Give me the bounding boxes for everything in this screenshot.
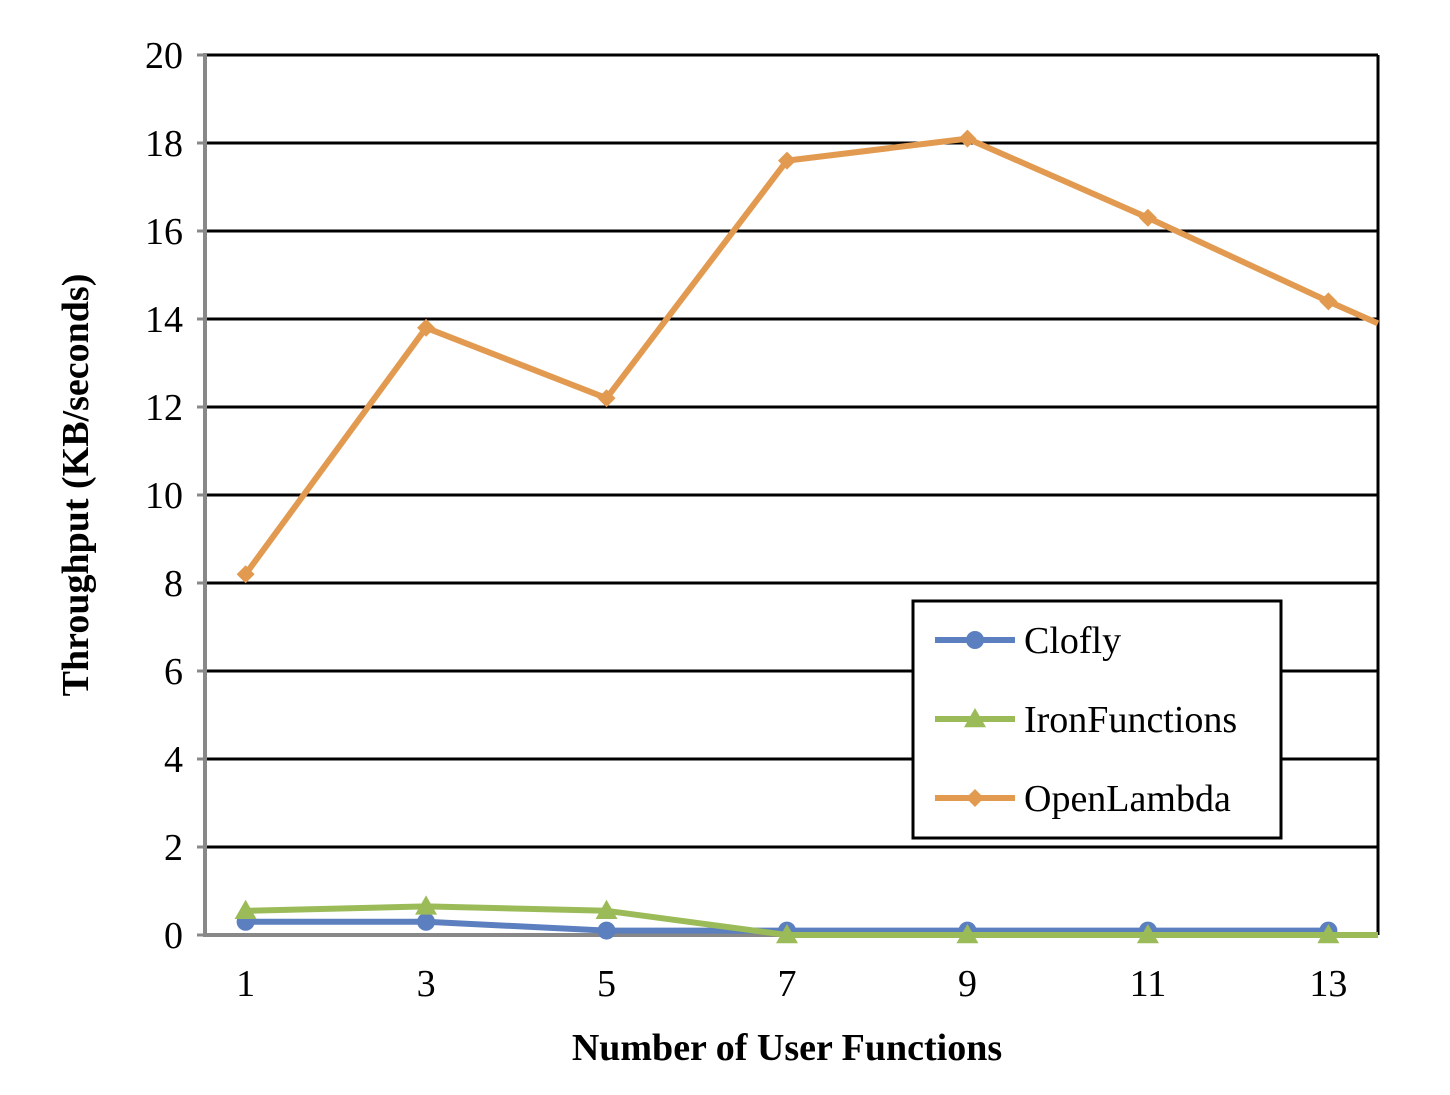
point-marker <box>417 318 436 337</box>
point-marker <box>958 129 977 148</box>
point-marker <box>236 565 255 584</box>
x-tick-label: 1 <box>236 963 255 1005</box>
point-marker <box>966 631 984 649</box>
y-axis-title: Throughput (KB/seconds) <box>55 274 97 697</box>
legend-label: OpenLambda <box>1024 778 1231 820</box>
x-tick-label: 3 <box>417 963 436 1005</box>
y-tick-label: 14 <box>145 299 183 341</box>
point-marker <box>1317 924 1340 944</box>
point-marker <box>775 924 798 944</box>
y-tick-labels: 0 2 4 6 8 10 12 14 16 18 20 <box>145 35 183 957</box>
series-line <box>245 903 1378 938</box>
x-tick-label: 9 <box>958 963 977 1005</box>
point-marker <box>597 389 616 408</box>
point-marker <box>966 789 984 807</box>
series-lines <box>234 129 1380 944</box>
x-tick-label: 11 <box>1130 963 1167 1005</box>
point-marker <box>595 899 618 920</box>
point-marker <box>597 921 616 940</box>
series-line <box>243 135 1380 576</box>
series-ironfunctions <box>234 895 1378 944</box>
point-marker <box>964 708 986 728</box>
x-tick-labels: 1 3 5 7 9 11 13 <box>236 963 1347 1005</box>
y-tick-label: 12 <box>145 387 183 429</box>
point-marker <box>1136 924 1159 944</box>
y-tick-label: 16 <box>145 211 183 253</box>
y-tick-label: 20 <box>145 35 183 77</box>
y-tick-label: 10 <box>145 475 183 517</box>
x-tick-label: 7 <box>777 963 796 1005</box>
legend: Clofly IronFunctions OpenLambda <box>911 599 1283 840</box>
y-tick-label: 6 <box>164 651 183 693</box>
legend-label: Clofly <box>1024 620 1121 662</box>
y-tick-label: 0 <box>164 915 183 957</box>
legend-item: Clofly <box>935 620 1121 662</box>
point-marker <box>234 899 257 920</box>
x-axis-title: Number of User Functions <box>572 1027 1002 1069</box>
y-tick-label: 4 <box>164 739 183 781</box>
y-tick-label: 8 <box>164 563 183 605</box>
x-tick-label: 5 <box>597 963 616 1005</box>
point-marker <box>777 151 796 170</box>
point-marker <box>415 895 438 915</box>
point-marker <box>1319 292 1338 311</box>
series-openlambda <box>236 129 1380 584</box>
legend-item: IronFunctions <box>935 699 1237 741</box>
point-marker <box>1138 208 1157 227</box>
y-tick-label: 18 <box>145 123 183 165</box>
point-marker <box>956 924 979 944</box>
point-marker <box>417 912 436 931</box>
legend-label: IronFunctions <box>1024 699 1237 741</box>
x-tick-label: 13 <box>1309 963 1347 1005</box>
y-tick-label: 2 <box>164 827 183 869</box>
legend-item: OpenLambda <box>935 778 1231 820</box>
